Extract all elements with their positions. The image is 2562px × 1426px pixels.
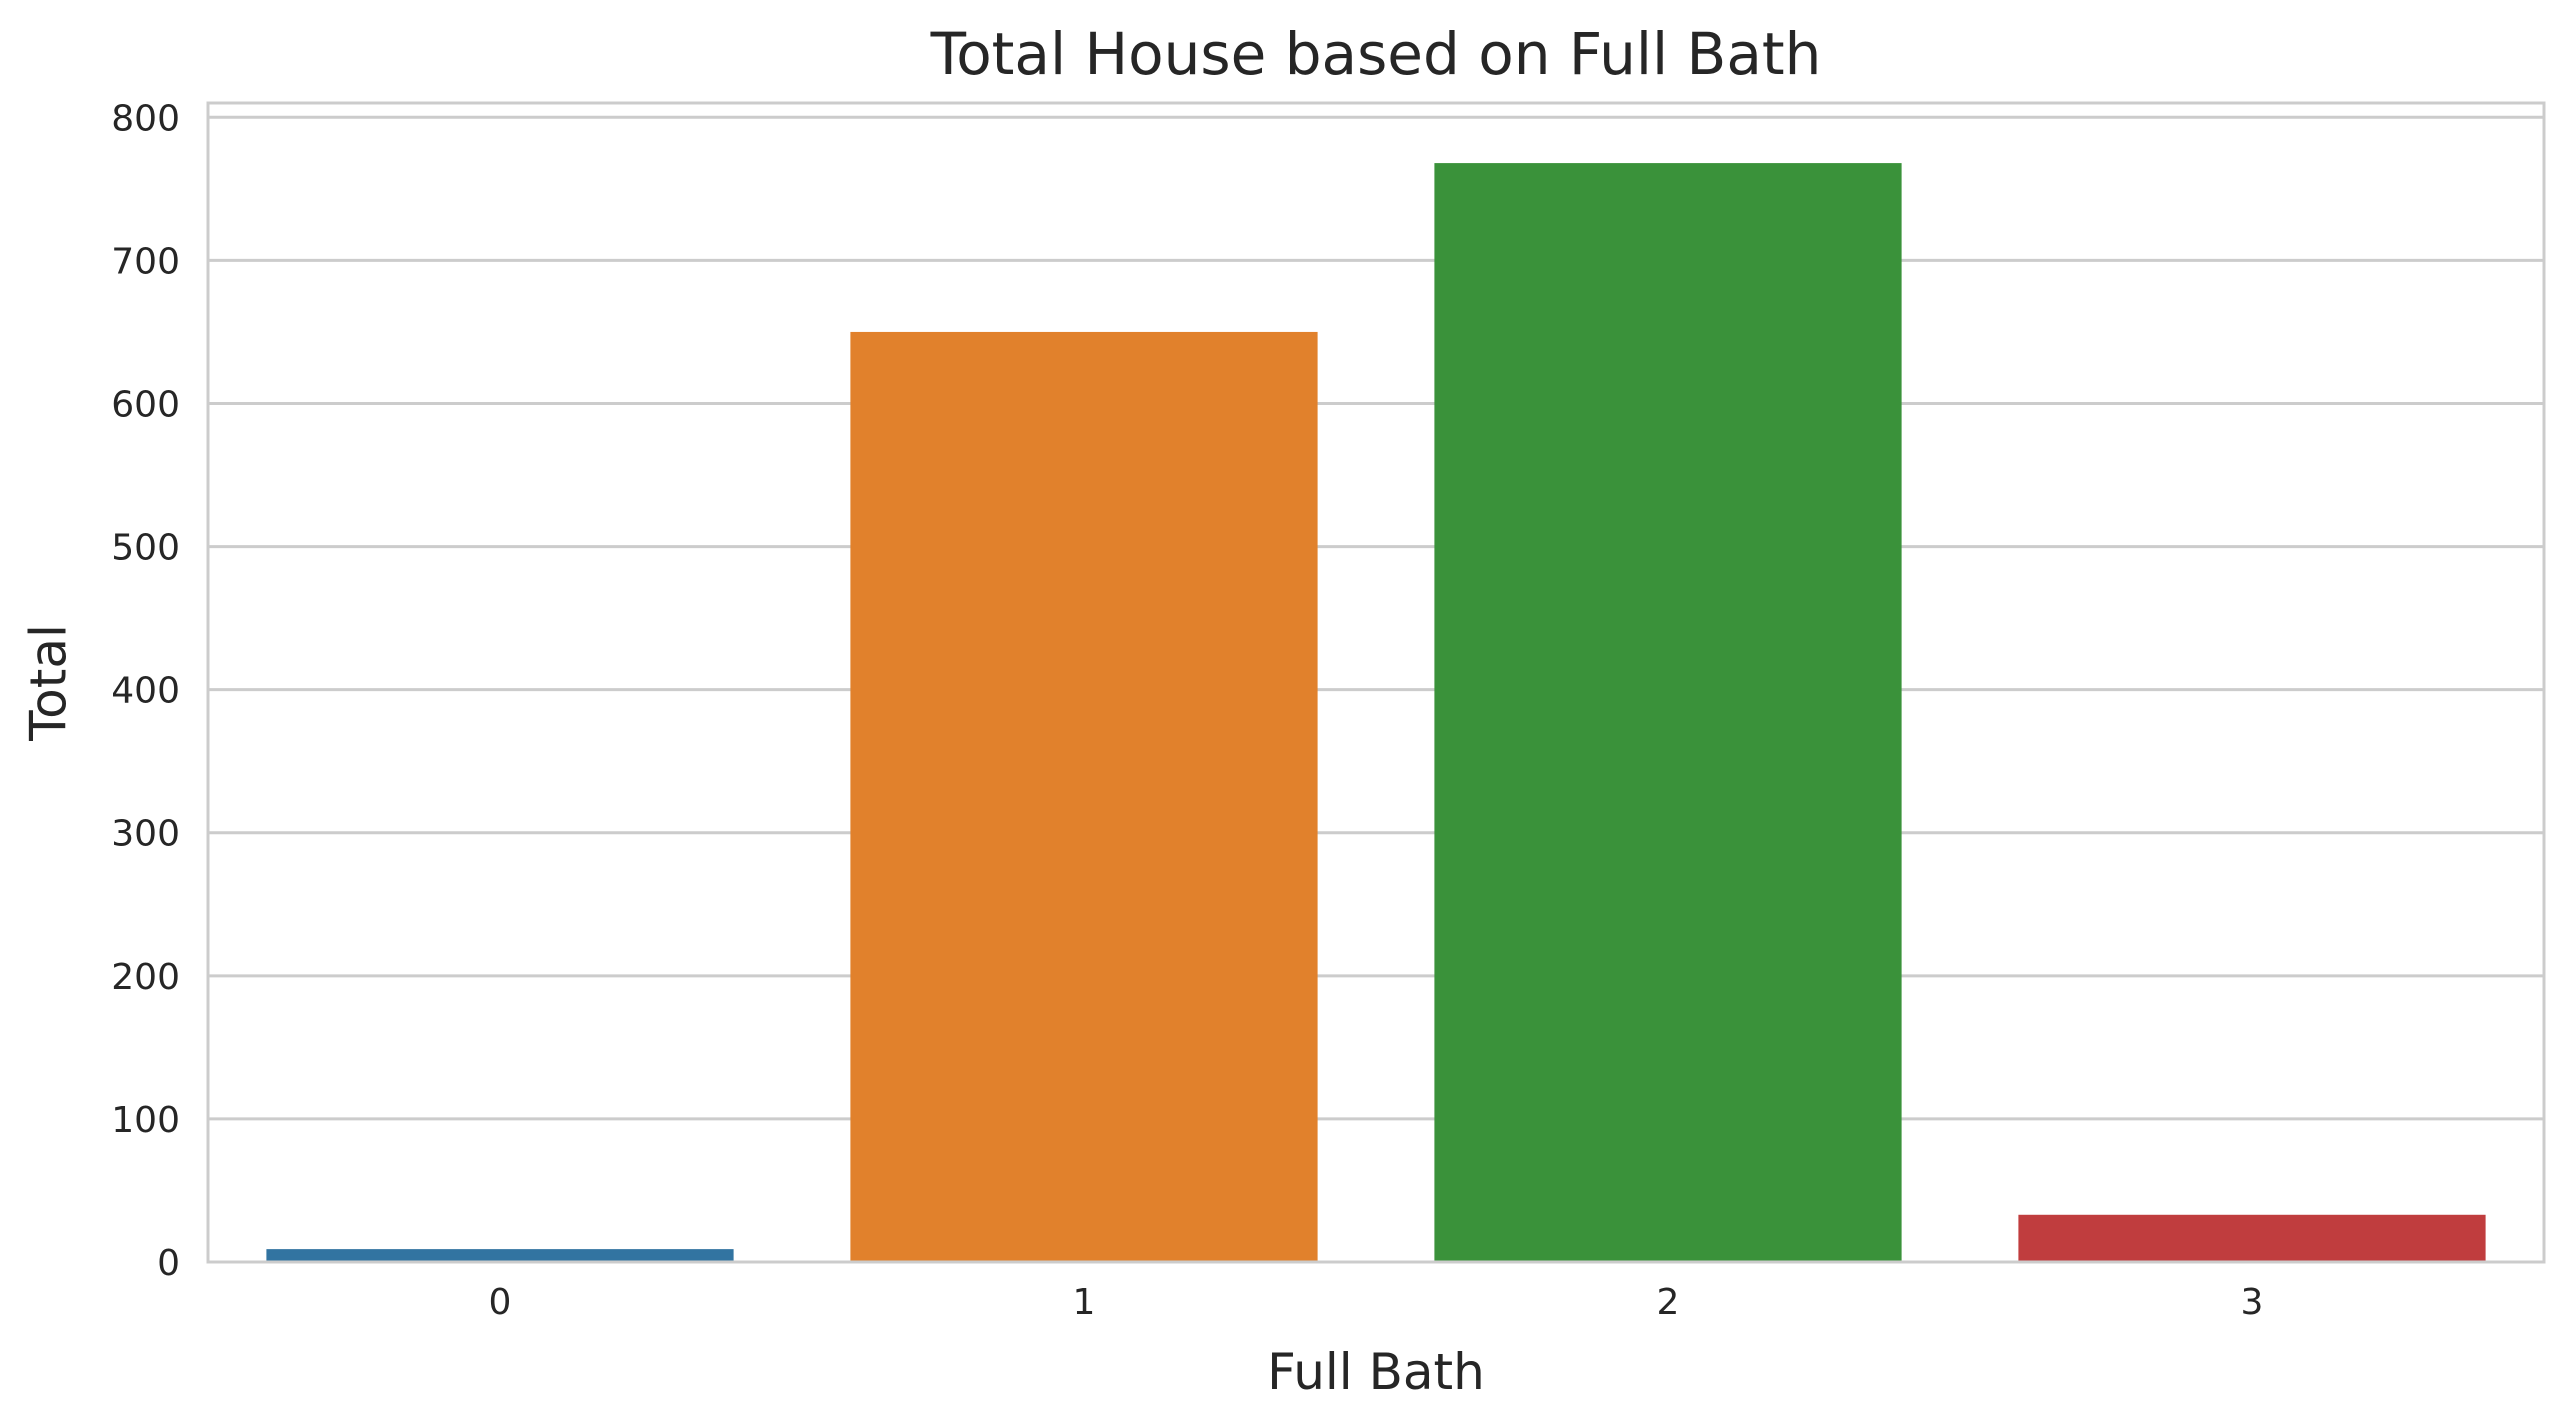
y-tick-label-600: 600 bbox=[111, 384, 180, 425]
bar-3 bbox=[2018, 1214, 2486, 1262]
y-tick-label-0: 0 bbox=[157, 1243, 180, 1284]
bar-2 bbox=[1434, 163, 1902, 1262]
y-tick-label-500: 500 bbox=[111, 528, 180, 569]
y-axis-label: Total bbox=[20, 624, 78, 742]
x-axis-ticks: 0 1 2 3 bbox=[489, 1282, 2264, 1323]
y-axis-ticks: 0 100 200 300 400 500 600 700 800 bbox=[111, 98, 180, 1284]
y-tick-label-700: 700 bbox=[111, 241, 180, 282]
plot-frame bbox=[206, 101, 2546, 1264]
x-tick-label-0: 0 bbox=[489, 1282, 512, 1323]
y-tick-label-300: 300 bbox=[111, 814, 180, 855]
y-tick-label-100: 100 bbox=[111, 1100, 180, 1141]
bar-0 bbox=[266, 1249, 734, 1262]
x-axis-label: Full Bath bbox=[1267, 1343, 1485, 1401]
bar-1 bbox=[850, 331, 1318, 1263]
y-tick-label-800: 800 bbox=[111, 98, 180, 139]
y-tick-label-200: 200 bbox=[111, 957, 180, 998]
x-tick-label-1: 1 bbox=[1073, 1282, 1096, 1323]
x-tick-label-3: 3 bbox=[2241, 1282, 2264, 1323]
chart-title: Total House based on Full Bath bbox=[930, 20, 1822, 88]
y-tick-label-400: 400 bbox=[111, 671, 180, 712]
bars bbox=[266, 163, 2486, 1263]
gridlines bbox=[208, 115, 2544, 1264]
x-tick-label-2: 2 bbox=[1657, 1282, 1680, 1323]
